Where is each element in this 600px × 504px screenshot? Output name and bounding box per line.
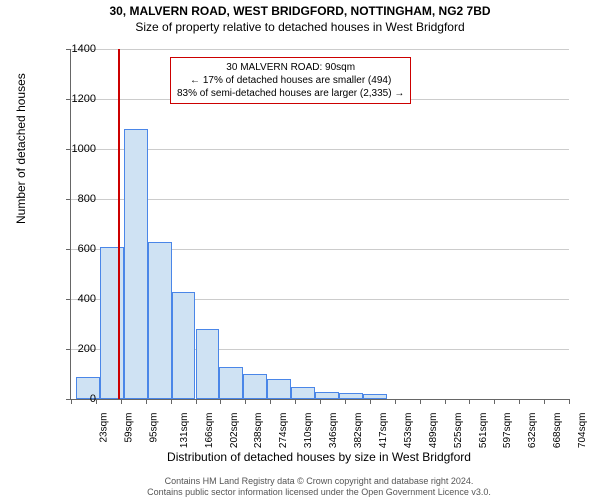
xtick-label: 238sqm <box>253 413 264 449</box>
xtick-label: 202sqm <box>229 413 240 449</box>
xtick-mark <box>519 399 520 404</box>
annotation-line-2: ← 17% of detached houses are smaller (49… <box>177 74 404 87</box>
xtick-mark <box>544 399 545 404</box>
xtick-label: 131sqm <box>179 413 190 449</box>
histogram-bar <box>124 129 148 399</box>
xtick-mark <box>146 399 147 404</box>
annotation-line-3: 83% of semi-detached houses are larger (… <box>177 87 404 100</box>
xtick-mark <box>395 399 396 404</box>
histogram-bar <box>291 387 315 400</box>
chart-container: 30, MALVERN ROAD, WEST BRIDGFORD, NOTTIN… <box>0 4 600 504</box>
ytick-label: 400 <box>66 293 96 305</box>
histogram-bar <box>172 292 196 400</box>
xtick-label: 346sqm <box>328 413 339 449</box>
xtick-mark <box>420 399 421 404</box>
annotation-box: 30 MALVERN ROAD: 90sqm ← 17% of detached… <box>170 57 411 104</box>
xtick-mark <box>320 399 321 404</box>
x-axis-label: Distribution of detached houses by size … <box>70 450 568 464</box>
gridline <box>71 49 569 50</box>
histogram-bar <box>196 329 220 399</box>
xtick-mark <box>345 399 346 404</box>
xtick-label: 274sqm <box>278 413 289 449</box>
footer-line-2: Contains public sector information licen… <box>70 487 568 498</box>
xtick-mark <box>494 399 495 404</box>
y-axis-label: Number of detached houses <box>14 73 28 224</box>
plot-area: 30 MALVERN ROAD: 90sqm ← 17% of detached… <box>70 49 568 399</box>
xtick-mark <box>370 399 371 404</box>
ytick-label: 1000 <box>66 143 96 155</box>
xtick-label: 417sqm <box>378 413 389 449</box>
xtick-mark <box>96 399 97 404</box>
xtick-mark <box>196 399 197 404</box>
xtick-label: 632sqm <box>527 413 538 449</box>
ytick-label: 1400 <box>66 43 96 55</box>
xtick-label: 166sqm <box>204 413 215 449</box>
xtick-mark <box>445 399 446 404</box>
histogram-bar <box>267 379 291 399</box>
ytick-label: 600 <box>66 243 96 255</box>
xtick-mark <box>295 399 296 404</box>
xtick-label: 310sqm <box>303 413 314 449</box>
xtick-mark <box>245 399 246 404</box>
xtick-label: 525sqm <box>453 413 464 449</box>
ytick-label: 200 <box>66 343 96 355</box>
histogram-bar <box>219 367 243 400</box>
xtick-label: 597sqm <box>502 413 513 449</box>
histogram-bar <box>243 374 267 399</box>
histogram-bar <box>315 392 339 400</box>
xtick-mark <box>569 399 570 404</box>
histogram-bar <box>100 247 124 400</box>
xtick-label: 704sqm <box>577 413 588 449</box>
histogram-bar <box>339 393 363 399</box>
footer-line-1: Contains HM Land Registry data © Crown c… <box>70 476 568 487</box>
xtick-mark <box>270 399 271 404</box>
xtick-label: 382sqm <box>353 413 364 449</box>
xtick-label: 489sqm <box>428 413 439 449</box>
ytick-label: 1200 <box>66 93 96 105</box>
chart-title-line2: Size of property relative to detached ho… <box>0 20 600 34</box>
ytick-label: 800 <box>66 193 96 205</box>
histogram-bar <box>148 242 172 400</box>
xtick-mark <box>171 399 172 404</box>
xtick-label: 59sqm <box>123 413 134 443</box>
annotation-line-1: 30 MALVERN ROAD: 90sqm <box>177 61 404 74</box>
ytick-label: 0 <box>66 393 96 405</box>
xtick-label: 95sqm <box>148 413 159 443</box>
xtick-mark <box>469 399 470 404</box>
xtick-label: 453sqm <box>403 413 414 449</box>
xtick-label: 561sqm <box>478 413 489 449</box>
xtick-mark <box>220 399 221 404</box>
xtick-label: 668sqm <box>552 413 563 449</box>
histogram-bar <box>363 394 387 399</box>
xtick-label: 23sqm <box>99 413 110 443</box>
reference-line <box>118 49 120 399</box>
chart-title-line1: 30, MALVERN ROAD, WEST BRIDGFORD, NOTTIN… <box>0 4 600 18</box>
xtick-mark <box>121 399 122 404</box>
footer-attribution: Contains HM Land Registry data © Crown c… <box>70 476 568 499</box>
